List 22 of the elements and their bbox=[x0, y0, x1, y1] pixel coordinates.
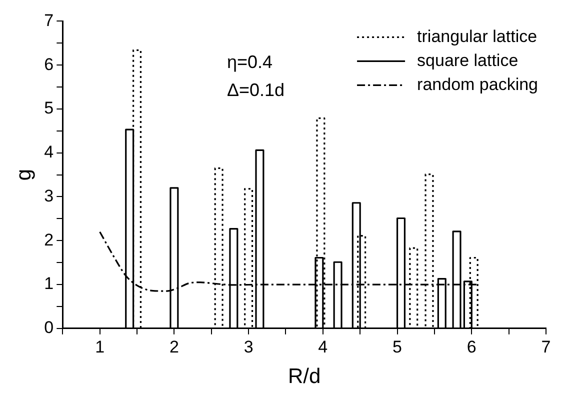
x-tick-label: 1 bbox=[95, 337, 105, 356]
x-tick-label: 6 bbox=[466, 337, 476, 356]
y-tick-label: 0 bbox=[44, 318, 54, 338]
y-tick-label: 2 bbox=[44, 230, 54, 250]
y-axis-title: g bbox=[12, 168, 36, 181]
x-tick-label: 4 bbox=[318, 337, 328, 356]
y-tick-label: 1 bbox=[44, 274, 54, 294]
x-tick-label: 7 bbox=[541, 337, 551, 356]
y-tick-label: 5 bbox=[44, 98, 54, 118]
x-tick-label: 2 bbox=[169, 337, 179, 356]
x-axis-title: R/d bbox=[288, 365, 321, 388]
legend-label: triangular lattice bbox=[417, 26, 538, 46]
annotation: Δ=0.1d bbox=[226, 80, 285, 100]
annotation: η=0.4 bbox=[226, 52, 273, 72]
legend-label: square lattice bbox=[417, 50, 518, 70]
y-tick-label: 3 bbox=[44, 186, 54, 206]
x-tick-label: 3 bbox=[244, 337, 254, 356]
y-tick-label: 7 bbox=[44, 10, 54, 30]
legend-label: random packing bbox=[417, 74, 538, 94]
y-tick-label: 4 bbox=[44, 142, 54, 162]
x-tick-label: 5 bbox=[392, 337, 402, 356]
y-tick-label: 6 bbox=[44, 54, 54, 74]
